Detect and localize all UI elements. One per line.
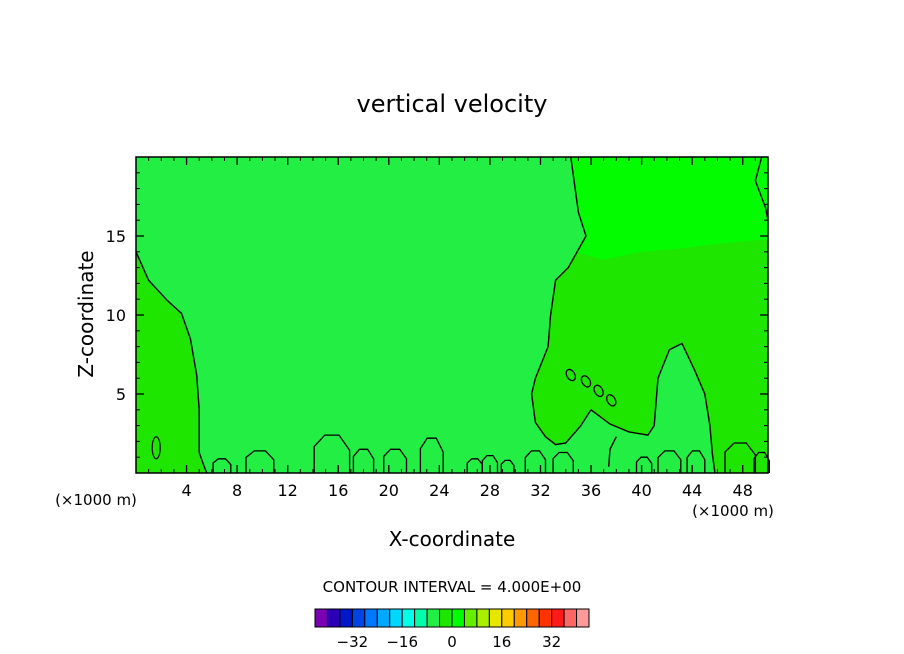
colorbar-swatch [339, 608, 353, 628]
chart-title: vertical velocity [357, 90, 548, 118]
colorbar-swatch [576, 608, 590, 628]
surface-bump-contour [481, 454, 499, 473]
x-unit-label-left: (×1000 m) [55, 491, 137, 509]
x-tick-label: 32 [530, 481, 550, 500]
small-closed-contour [151, 436, 161, 460]
colorbar-swatch [451, 608, 465, 628]
closed-contour [580, 375, 592, 388]
contour-line [754, 156, 769, 221]
closed-contour [606, 394, 617, 407]
contour-line [135, 251, 208, 474]
colorbar-swatch [314, 608, 328, 628]
colorbar-swatch [551, 608, 565, 628]
field-region-top-right [570, 157, 768, 260]
colorbar-swatch [526, 608, 540, 628]
x-tick-label: 48 [733, 481, 753, 500]
colorbar-tick-label: −16 [386, 633, 418, 651]
contour-line [530, 156, 592, 446]
y-tick-label: 5 [116, 385, 126, 404]
plot-area [135, 156, 770, 474]
colorbar-swatch [563, 608, 578, 628]
colorbar-swatch [376, 608, 391, 628]
colorbar-swatch [439, 608, 453, 628]
colorbar-swatch [513, 608, 528, 628]
x-tick-label: 4 [181, 481, 191, 500]
contour-line [608, 436, 617, 467]
colorbar-swatch [389, 608, 403, 628]
colorbar-swatch [463, 608, 478, 628]
colorbar-swatch [488, 608, 503, 628]
surface-bump-contour [552, 451, 574, 473]
y-tick-label: 10 [106, 306, 126, 325]
x-tick-label: 44 [682, 481, 702, 500]
colorbar-swatch [364, 608, 378, 628]
colorbar-swatch [538, 608, 553, 628]
colorbar-swatch [476, 608, 490, 628]
colorbar-swatch [426, 608, 441, 628]
x-tick-label: 24 [429, 481, 449, 500]
colorbar-tick-labels: −32 −16 0 16 32 [337, 633, 562, 651]
colorbar [314, 608, 590, 628]
field-region-left [136, 251, 207, 473]
contour-line [590, 342, 716, 474]
surface-bump-contour [724, 442, 757, 473]
x-axis-label: X-coordinate [389, 527, 516, 551]
colorbar-swatch [414, 608, 428, 628]
x-tick-label: 40 [631, 481, 651, 500]
colorbar-swatch [351, 608, 366, 628]
surface-bump-contour [212, 458, 232, 473]
colorbar-swatch [501, 608, 515, 628]
colorbar-tick-label: 16 [492, 633, 511, 651]
closed-contour [565, 368, 577, 382]
contour-interval-label: CONTOUR INTERVAL = 4.000E+00 [323, 578, 582, 596]
surface-bump-contour [635, 456, 653, 473]
x-tick-labels: 4 8 12 16 20 24 28 32 36 40 44 48 [181, 481, 752, 500]
surface-bump-contour [419, 437, 444, 473]
x-tick-label: 12 [278, 481, 298, 500]
x-tick-label: 8 [232, 481, 242, 500]
colorbar-tick-label: −32 [337, 633, 369, 651]
surface-bump-contour [657, 450, 682, 473]
surface-bump-contour [524, 450, 547, 473]
surface-bump-contour [245, 450, 275, 473]
x-tick-label: 20 [379, 481, 399, 500]
surface-bump-contour [313, 434, 351, 473]
surface-bump-contour [383, 448, 408, 473]
colorbar-tick-label: 0 [447, 633, 457, 651]
colorbar-tick-label: 32 [542, 633, 561, 651]
closed-contour [593, 384, 604, 398]
x-tick-label: 28 [480, 481, 500, 500]
y-axis-label: Z-coordinate [74, 250, 98, 377]
colorbar-swatch [326, 608, 341, 628]
surface-bump-contour [753, 451, 770, 473]
surface-bump-contour [352, 448, 375, 473]
y-tick-labels: 5 10 15 [106, 227, 126, 404]
x-tick-label: 16 [328, 481, 348, 500]
surface-bump-contour [686, 450, 706, 473]
colorbar-swatch [401, 608, 416, 628]
surface-bump-contour [500, 459, 515, 473]
x-unit-label-right: (×1000 m) [692, 502, 774, 520]
x-tick-label: 36 [581, 481, 601, 500]
y-tick-label: 15 [106, 227, 126, 246]
